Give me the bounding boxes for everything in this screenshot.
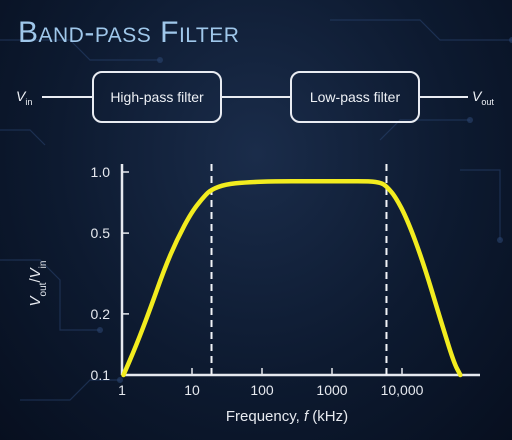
axis-labels: Frequency, f (kHz) Vout/Vin	[27, 261, 348, 425]
low-pass-filter-label: Low-pass filter	[309, 89, 401, 105]
y-tick-label: 0.1	[91, 367, 111, 383]
y-axis-title: Vout/Vin	[27, 261, 49, 307]
y-tick-label: 0.2	[91, 306, 111, 322]
cutoff-markers	[210, 164, 388, 375]
y-tick-label: 0.5	[91, 225, 111, 241]
low-pass-filter-block: Low-pass filter	[290, 71, 420, 123]
x-axis-title: Frequency, f (kHz)	[226, 408, 348, 425]
input-signal-label: Vin	[16, 88, 33, 107]
response-curve	[121, 179, 463, 378]
x-tick-label: 100	[250, 382, 274, 398]
high-pass-filter-label: High-pass filter	[110, 89, 204, 105]
chart-axes	[120, 164, 480, 377]
high-pass-filter-block: High-pass filter	[92, 71, 222, 123]
y-tick-label: 1.0	[91, 164, 111, 180]
slide-title: Band-pass Filter	[18, 16, 240, 49]
x-tick-label: 10	[184, 382, 200, 398]
x-tick-label: 1000	[316, 382, 347, 398]
tick-labels: 1 10 100 1000 10,000 0.1 0.2 0.5 1.0	[91, 164, 424, 398]
output-signal-label: Vout	[472, 88, 494, 107]
signal-path	[42, 96, 468, 98]
x-tick-label: 10,000	[381, 382, 424, 398]
x-tick-label: 1	[118, 382, 126, 398]
frequency-response-chart: 1 10 100 1000 10,000 0.1 0.2 0.5 1.0 Frequency, …	[27, 164, 480, 425]
response-curve-group	[121, 179, 463, 378]
